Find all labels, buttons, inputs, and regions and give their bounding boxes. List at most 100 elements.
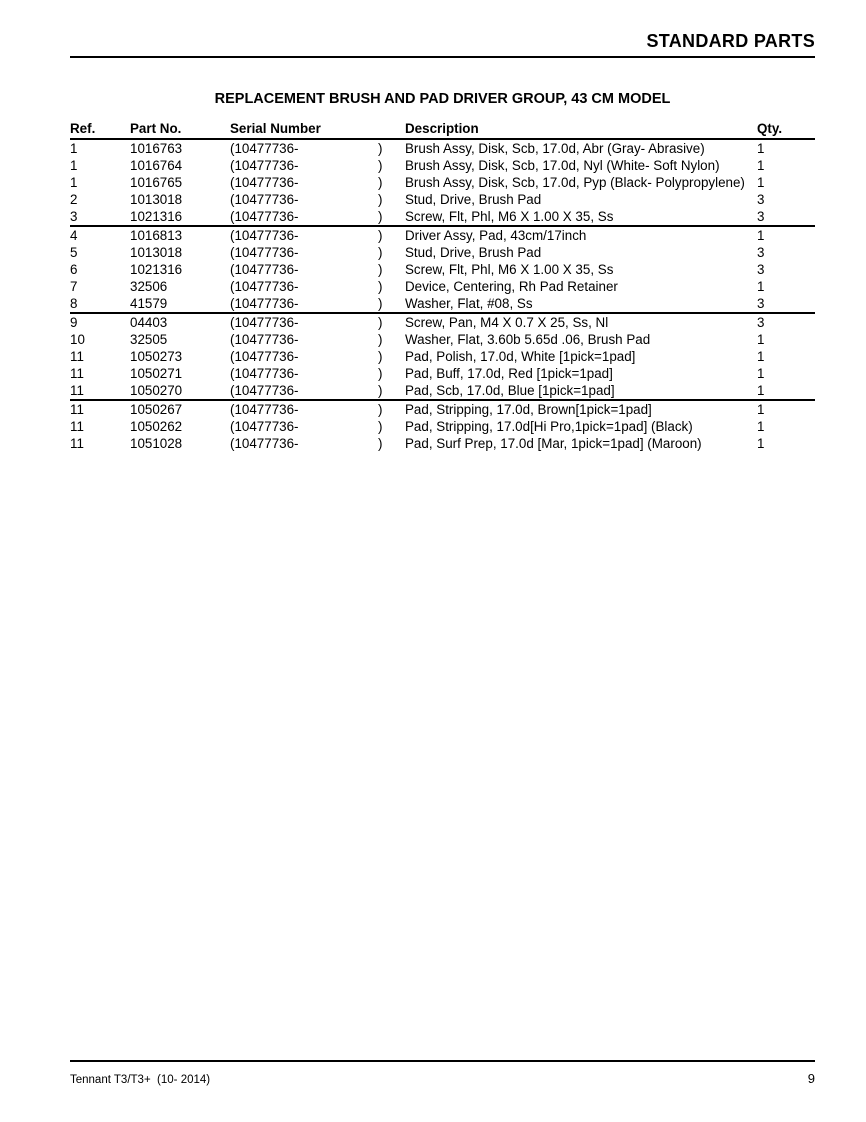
cell-serial-close: ) — [378, 312, 405, 331]
cell-serial-number: (10477736- — [230, 209, 299, 224]
cell-part-number: 41579 — [130, 296, 168, 311]
cell-qty: 1 — [757, 436, 765, 451]
cell-part-number: 1013018 — [130, 192, 183, 207]
cell-qty: 3 — [757, 296, 765, 311]
cell-part-number: 1016765 — [130, 175, 183, 190]
table-row: 11 1050267 (10477736-) Pad, Stripping, 17.0… — [70, 399, 815, 418]
parts-table-head: Ref. Part No. Serial Number Description … — [70, 119, 815, 140]
cell-description: Washer, Flat, 3.60b 5.65d .06, Brush Pad — [405, 332, 651, 347]
cell-qty: 1 — [757, 175, 765, 190]
cell-serial-number: (10477736- — [230, 419, 299, 434]
cell-qty: 3 — [757, 209, 765, 224]
cell-serial-close: ) — [378, 366, 383, 381]
cell-ref: 11 — [70, 436, 84, 451]
cell-serial-number: (10477736- — [230, 296, 299, 311]
cell-serial-close: ) — [378, 245, 383, 260]
cell-serial-number: (10477736- — [230, 366, 299, 381]
column-header-description: Description — [405, 119, 757, 140]
cell-serial-number: (10477736- — [230, 399, 378, 418]
cell-serial-close: ) — [378, 158, 383, 173]
table-row: 5 1013018 (10477736-) Stud, Drive, Brush Pa… — [70, 244, 815, 261]
column-header-ref: Ref. — [70, 119, 130, 140]
table-row: 11 1051028 (10477736-) Pad, Surf Prep, 17.0… — [70, 435, 815, 452]
table-row: 1 1016763 (10477736-) Brush Assy, Disk, Scb… — [70, 139, 815, 157]
cell-part-number: 1016813 — [130, 225, 230, 244]
cell-description: Pad, Buff, 17.0d, Red [1pick=1pad] — [405, 366, 613, 381]
table-row: 11 1050273 (10477736-) Pad, Polish, 17.0d, … — [70, 348, 815, 365]
cell-part-number: 1051028 — [130, 436, 183, 451]
cell-description: Screw, Pan, M4 X 0.7 X 25, Ss, Nl — [405, 312, 757, 331]
cell-qty: 1 — [757, 349, 765, 364]
column-header-qty: Qty. — [757, 119, 815, 140]
table-title: REPLACEMENT BRUSH AND PAD DRIVER GROUP, … — [214, 91, 671, 107]
cell-qty: 1 — [757, 419, 765, 434]
cell-qty: 3 — [757, 192, 765, 207]
cell-description: Stud, Drive, Brush Pad — [405, 192, 542, 207]
cell-description: Pad, Stripping, 17.0d[Hi Pro,1pick=1pad]… — [405, 419, 693, 434]
table-row: 9 04403 (10477736-) Screw, Pan, M4 X 0.7 X … — [70, 312, 815, 331]
table-row: 1 1016765 (10477736-) Brush Assy, Disk, Scb… — [70, 174, 815, 191]
cell-description: Pad, Scb, 17.0d, Blue [1pick=1pad] — [405, 383, 615, 398]
cell-part-number: 1050262 — [130, 419, 183, 434]
cell-serial-number: (10477736- — [230, 225, 378, 244]
cell-serial-close: ) — [378, 192, 383, 207]
column-header-serial: Serial Number — [230, 119, 378, 140]
cell-serial-close: ) — [378, 175, 383, 190]
cell-serial-close: ) — [378, 436, 383, 451]
cell-ref: 6 — [70, 262, 78, 277]
cell-qty: 1 — [757, 141, 765, 156]
cell-qty: 3 — [757, 312, 815, 331]
cell-serial-number: (10477736- — [230, 436, 299, 451]
cell-part-number: 1050273 — [130, 349, 183, 364]
cell-description: Screw, Flt, Phl, M6 X 1.00 X 35, Ss — [405, 262, 614, 277]
page-footer: Tennant T3/T3+ (10- 2014) 9 — [70, 1060, 815, 1086]
cell-ref: 10 — [70, 332, 85, 347]
cell-ref: 7 — [70, 279, 78, 294]
footer-doc-info: Tennant T3/T3+ (10- 2014) — [70, 1074, 211, 1086]
cell-description: Pad, Polish, 17.0d, White [1pick=1pad] — [405, 349, 636, 364]
parts-table-body: 1 1016763 (10477736-) Brush Assy, Disk, Scb… — [70, 139, 815, 452]
cell-part-number: 1050271 — [130, 366, 183, 381]
cell-ref: 3 — [70, 209, 78, 224]
cell-part-number: 1050270 — [130, 383, 183, 398]
cell-serial-number: (10477736- — [230, 332, 299, 347]
cell-description: Screw, Flt, Phl, M6 X 1.00 X 35, Ss — [405, 209, 614, 224]
cell-ref: 2 — [70, 192, 78, 207]
cell-part-number: 1021316 — [130, 209, 183, 224]
table-row: 7 32506 (10477736-) Device, Centering, Rh P… — [70, 278, 815, 295]
cell-serial-number: (10477736- — [230, 192, 299, 207]
table-row: 11 1050262 (10477736-) Pad, Stripping, 17.0… — [70, 418, 815, 435]
cell-part-number: 1021316 — [130, 262, 183, 277]
cell-serial-close: ) — [378, 383, 383, 398]
page-header: STANDARD PARTS — [70, 0, 815, 58]
cell-description: Washer, Flat, #08, Ss — [405, 296, 533, 311]
cell-description: Stud, Drive, Brush Pad — [405, 245, 542, 260]
cell-part-number: 32505 — [130, 332, 168, 347]
cell-ref: 11 — [70, 349, 84, 364]
table-row: 6 1021316 (10477736-) Screw, Flt, Phl, M6 X… — [70, 261, 815, 278]
cell-qty: 1 — [757, 399, 815, 418]
cell-serial-close: ) — [378, 209, 383, 224]
table-row: 11 1050271 (10477736-) Pad, Buff, 17.0d, Re… — [70, 365, 815, 382]
footer-page-number: 9 — [807, 1071, 815, 1086]
cell-ref: 11 — [70, 366, 84, 381]
table-row: 10 32505 (10477736-) Washer, Flat, 3.60b 5.… — [70, 331, 815, 348]
cell-serial-number: (10477736- — [230, 312, 378, 331]
cell-ref: 9 — [70, 312, 130, 331]
cell-qty: 1 — [757, 158, 765, 173]
page-header-title: STANDARD PARTS — [646, 31, 815, 51]
cell-qty: 1 — [757, 383, 765, 398]
cell-qty: 1 — [757, 225, 815, 244]
cell-ref: 1 — [70, 158, 78, 173]
cell-qty: 3 — [757, 262, 765, 277]
cell-description: Brush Assy, Disk, Scb, 17.0d, Abr (Gray-… — [405, 141, 705, 156]
table-header-row: Ref. Part No. Serial Number Description … — [70, 119, 815, 140]
cell-description: Pad, Stripping, 17.0d, Brown[1pick=1pad] — [405, 399, 757, 418]
cell-ref: 11 — [70, 383, 84, 398]
cell-ref: 1 — [70, 175, 78, 190]
column-header-part-no: Part No. — [130, 119, 230, 140]
cell-qty: 1 — [757, 366, 765, 381]
cell-serial-close: ) — [378, 262, 383, 277]
cell-serial-number: (10477736- — [230, 262, 299, 277]
cell-description: Brush Assy, Disk, Scb, 17.0d, Nyl (White… — [405, 158, 720, 173]
